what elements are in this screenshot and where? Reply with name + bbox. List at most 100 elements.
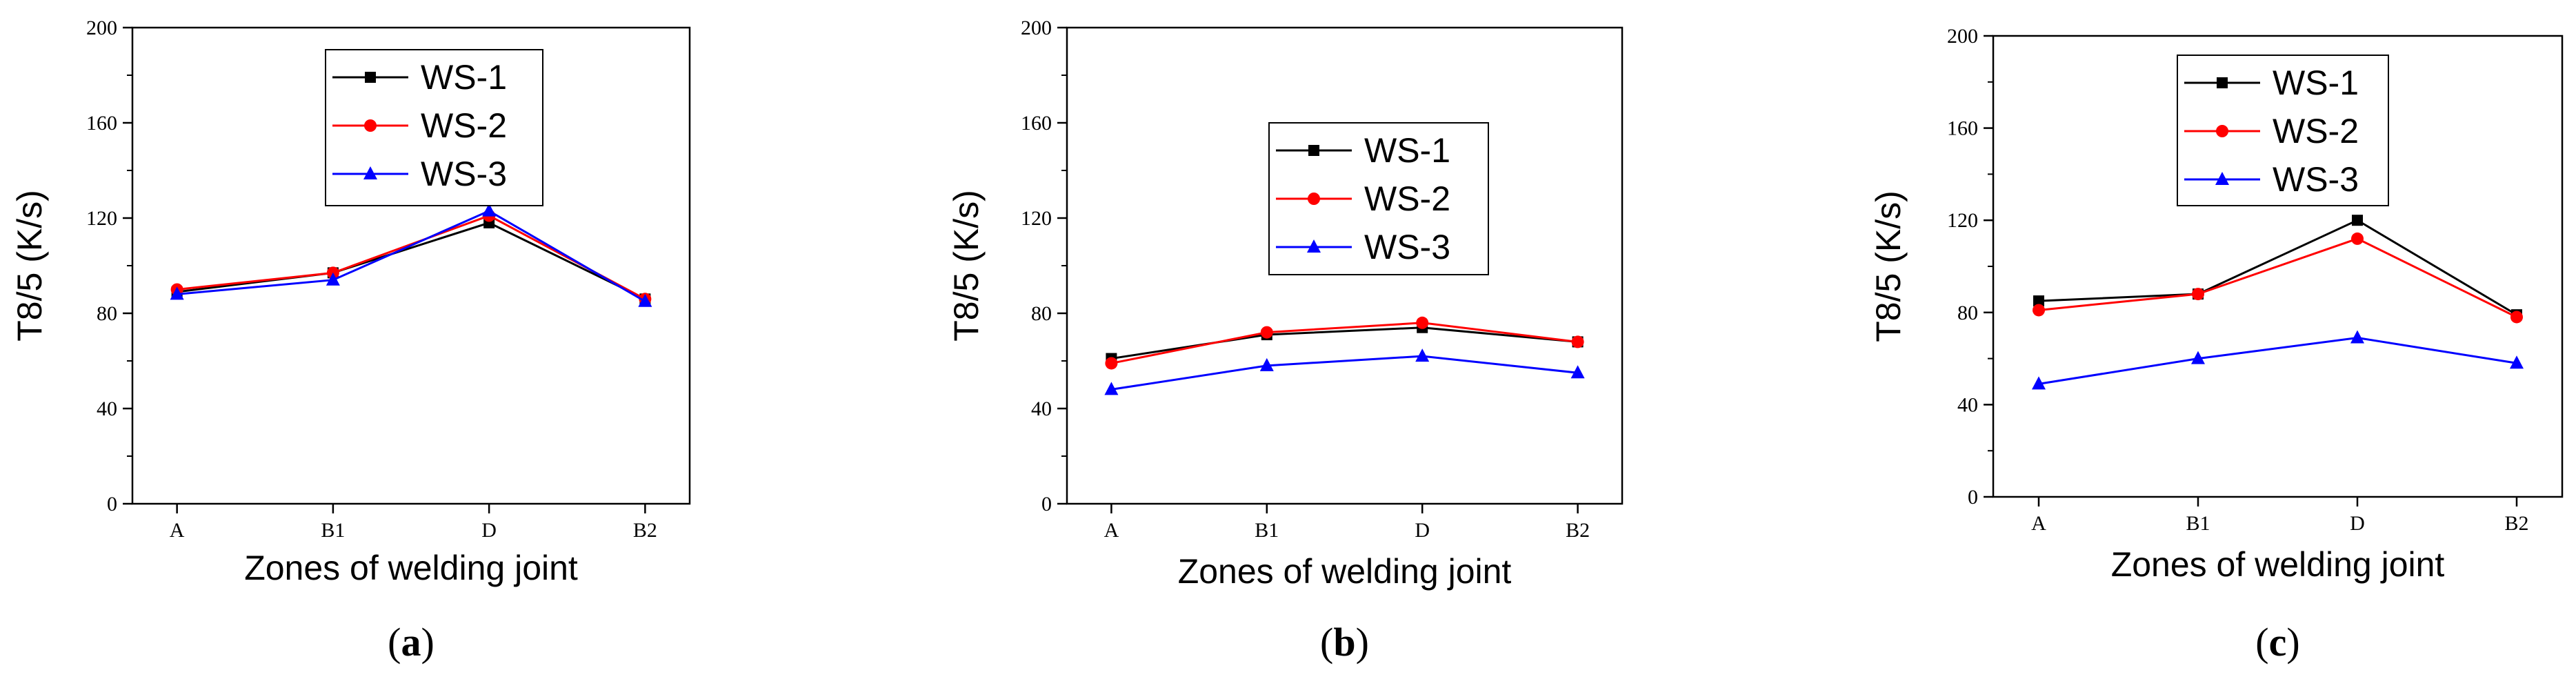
y-tick-label: 200 [86, 17, 117, 39]
data-point [326, 272, 340, 286]
legend-label: WS-3 [421, 155, 507, 193]
y-tick-label: 120 [1947, 209, 1978, 232]
data-point [1259, 357, 1274, 371]
legend-label: WS-1 [1364, 131, 1450, 170]
legend-label: WS-2 [1364, 179, 1450, 218]
legend: WS-1 WS-2 WS-3 [1268, 122, 1489, 275]
chart-panel-c: 0 40 80 120 160 200 A B1 D B2 Zones of welding joi… [1869, 25, 2564, 665]
series-WS-1 [2033, 215, 2522, 321]
x-tick-label: B2 [1566, 519, 1590, 542]
series-line [177, 222, 646, 300]
series-WS-3 [170, 203, 652, 307]
panel-label: (c) [2255, 620, 2299, 665]
data-point [638, 293, 652, 307]
y-tick-label: 80 [97, 302, 117, 325]
data-point [2510, 355, 2524, 369]
data-point [2352, 215, 2363, 226]
chart-panel-b: 0 40 80 120 160 200 A B1 D B2 Zones of welding joi… [947, 17, 1624, 665]
x-axis-label: Zones of welding joint [244, 549, 578, 587]
data-point [1415, 348, 1430, 362]
y-tick-label: 80 [1031, 302, 1052, 325]
x-tick-label: B1 [2186, 512, 2210, 535]
series-WS-2 [1105, 316, 1584, 370]
y-tick-label: 200 [1947, 25, 1978, 48]
data-point [2351, 232, 2364, 245]
y-axis-label: T8/5 (K/s) [1869, 190, 1908, 342]
series-WS-3 [2032, 330, 2524, 390]
series-line [177, 214, 646, 300]
x-axis-label: Zones of welding joint [1178, 552, 1512, 591]
x-tick-label: A [170, 519, 185, 542]
data-point [1416, 316, 1429, 329]
chart-panel-a: 0 40 80 120 160 200 A B1 D B2 Zones of welding joi… [10, 17, 691, 665]
data-point [1104, 382, 1119, 395]
legend-label: WS-1 [421, 58, 507, 97]
series-WS-2 [2033, 232, 2523, 324]
series-line [2038, 237, 2517, 318]
x-tick-label: A [1104, 519, 1119, 542]
legend-label: WS-3 [1364, 228, 1450, 266]
data-point [1105, 357, 1118, 370]
series-line [1111, 322, 1578, 364]
legend-marker [363, 166, 377, 179]
y-tick-label: 40 [1957, 393, 1978, 416]
legend-marker [365, 72, 376, 83]
x-tick-label: B1 [321, 519, 345, 542]
data-point [2192, 288, 2204, 301]
y-tick-label: 80 [1957, 302, 1978, 324]
legend-label: WS-2 [421, 106, 507, 145]
y-axis-label: T8/5 (K/s) [947, 190, 986, 341]
data-point [1260, 326, 1273, 339]
x-tick-label: B1 [1255, 519, 1279, 542]
series-line [1111, 355, 1578, 391]
series-line [1111, 326, 1578, 360]
y-tick-label: 160 [1947, 117, 1978, 140]
legend-marker [1308, 193, 1320, 205]
y-tick-label: 0 [1968, 486, 1978, 509]
panel-label: (b) [1320, 620, 1369, 665]
y-tick-label: 0 [1041, 493, 1052, 515]
legend-marker [2216, 125, 2228, 137]
panel-label: (a) [388, 620, 435, 665]
legend-marker [364, 119, 377, 132]
x-tick-label: A [2031, 512, 2046, 535]
data-point [2032, 376, 2046, 390]
data-point [2191, 351, 2205, 364]
x-tick-label: D [481, 519, 497, 542]
data-point [170, 286, 184, 300]
x-tick-label: B2 [633, 519, 657, 542]
series-line [177, 209, 646, 303]
x-axis-label: Zones of welding joint [2111, 545, 2445, 584]
y-tick-label: 160 [86, 112, 117, 135]
series-line [2038, 219, 2517, 316]
legend-marker [2215, 172, 2229, 185]
data-point [2510, 311, 2523, 324]
legend-marker [1307, 239, 1321, 253]
series-WS-3 [1104, 348, 1585, 395]
legend-marker [2217, 77, 2228, 88]
y-tick-label: 120 [1021, 207, 1052, 230]
x-tick-label: B2 [2504, 512, 2528, 535]
data-point [1570, 365, 1585, 379]
data-point [482, 203, 497, 217]
data-point [2033, 304, 2045, 317]
x-tick-label: D [1415, 519, 1430, 542]
legend-marker [1308, 145, 1319, 156]
y-axis-label: T8/5 (K/s) [10, 190, 49, 341]
x-tick-label: D [2350, 512, 2365, 535]
y-tick-label: 200 [1021, 17, 1052, 39]
y-tick-label: 40 [97, 397, 117, 420]
legend-label: WS-1 [2273, 63, 2359, 102]
y-tick-label: 0 [107, 493, 117, 515]
data-point [2033, 295, 2044, 307]
legend-box [325, 49, 543, 206]
legend-label: WS-3 [2273, 160, 2359, 199]
data-point [1571, 335, 1584, 348]
data-point [2350, 330, 2364, 344]
y-tick-label: 40 [1031, 397, 1052, 420]
y-tick-label: 160 [1021, 112, 1052, 135]
series-line [2038, 337, 2517, 385]
legend: WS-1 WS-2 WS-3 [325, 49, 543, 206]
y-tick-label: 120 [86, 207, 117, 230]
